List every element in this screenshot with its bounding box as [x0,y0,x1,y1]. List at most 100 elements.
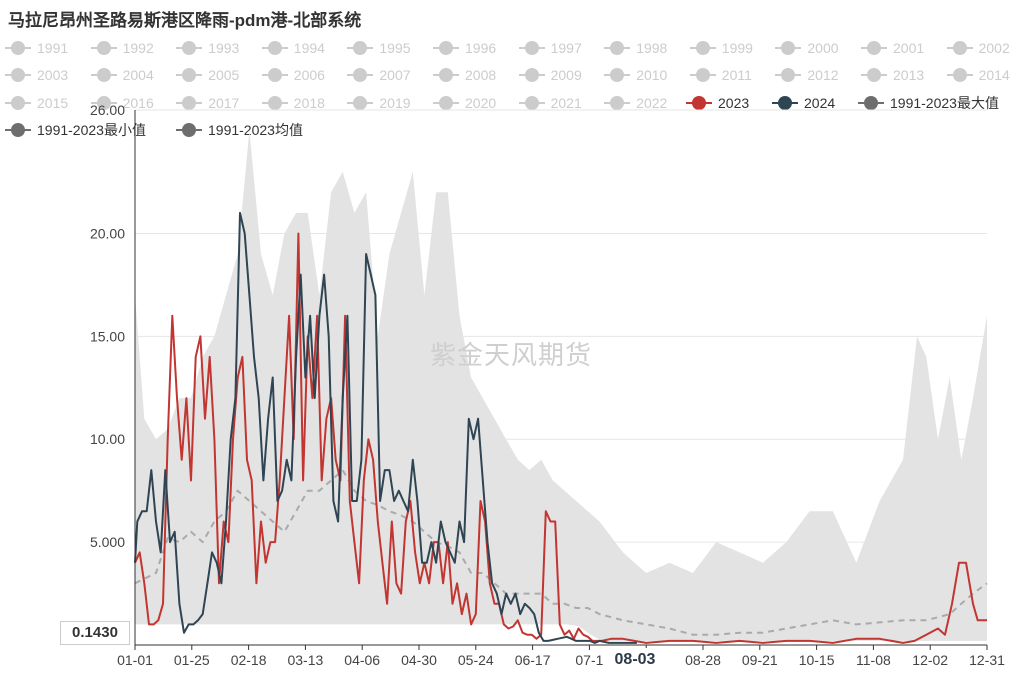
legend-item-1991-2023最小值[interactable]: 1991-2023最小值 [5,120,146,140]
legend-label: 2015 [37,95,69,111]
legend-label: 2009 [550,67,582,83]
legend-item-2012[interactable]: 2012 [775,65,839,85]
legend-item-2005[interactable]: 2005 [176,65,239,85]
legend-item-1994[interactable]: 1994 [261,38,325,58]
chart-title: 马拉尼昂州圣路易斯港区降雨-pdm港-北部系统 [8,11,362,30]
legend-item-2003[interactable]: 2003 [5,65,68,85]
legend-item-2009[interactable]: 2009 [518,65,582,85]
legend-label: 2002 [978,40,1010,56]
legend-label: 1995 [379,40,411,56]
legend-item-1993[interactable]: 1993 [176,38,239,58]
legend-symbol-icon [861,68,887,82]
legend-label: 2003 [37,67,69,83]
legend-symbol-icon [433,96,459,110]
x-tick-label: 09-21 [742,652,778,668]
legend-symbol-icon [686,96,712,110]
legend-label: 1994 [293,40,325,56]
legend-item-2022[interactable]: 2022 [604,93,667,113]
x-tick-label: 04-30 [401,652,437,668]
legend-label: 1991 [37,40,69,56]
legend-item-2013[interactable]: 2013 [861,65,924,85]
legend-item-2024[interactable]: 2024 [772,93,835,113]
x-tick-label: 05-24 [458,652,494,668]
legend-label: 2022 [636,95,668,111]
legend-item-1997[interactable]: 1997 [518,38,582,58]
legend-item-2011[interactable]: 2011 [689,65,752,85]
legend-symbol-icon [176,96,203,110]
x-tick-label: 03-13 [287,652,323,668]
legend-label: 2001 [893,40,925,56]
legend-item-2019[interactable]: 2019 [347,93,411,113]
legend-label: 2017 [208,95,240,111]
legend-item-2015[interactable]: 2015 [5,93,68,113]
legend-item-1992[interactable]: 1992 [90,38,154,58]
legend-label: 1991-2023均值 [208,122,303,138]
legend-label: 2020 [465,95,497,111]
legend-label: 2000 [807,40,839,56]
legend-symbol-icon [604,68,631,82]
legend-label: 2005 [208,67,240,83]
legend-item-2010[interactable]: 2010 [604,65,667,85]
x-tick-label: 12-02 [912,652,948,668]
legend-item-2014[interactable]: 2014 [946,65,1010,85]
legend-item-1991-2023最大值[interactable]: 1991-2023最大值 [858,93,999,113]
series-max-min-band [135,130,987,641]
legend-item-1999[interactable]: 1999 [689,38,753,58]
legend-symbol-icon [518,41,545,55]
legend-symbol-icon [946,41,973,55]
legend-item-2006[interactable]: 2006 [261,65,325,85]
legend-item-2020[interactable]: 2020 [433,93,496,113]
legend-label: 1992 [122,40,154,56]
legend-label: 2016 [122,95,154,111]
legend-item-2021[interactable]: 2021 [518,93,582,113]
legend-item-2016[interactable]: 2016 [90,93,154,113]
legend-label: 2010 [636,67,668,83]
x-tick-label: 08-28 [685,652,721,668]
legend-item-1996[interactable]: 1996 [433,38,496,58]
legend-item-2008[interactable]: 2008 [433,65,496,85]
legend-symbol-icon [90,41,117,55]
legend-label: 2012 [807,67,839,83]
legend-symbol-icon [176,68,203,82]
legend-symbol-icon [347,41,374,55]
legend-item-1991-2023均值[interactable]: 1991-2023均值 [176,120,303,140]
legend-symbol-icon [775,68,802,82]
series-line-2024 [134,211,637,644]
y-tick-label: 10.00 [90,431,125,447]
legend-symbol-icon [176,123,202,137]
legend-label: 2018 [293,95,325,111]
legend-symbol-icon [689,68,716,82]
legend-label: 1998 [636,40,668,56]
legend-symbol-icon [433,41,459,55]
watermark: 紫金天风期货 [430,340,593,370]
legend-label: 1997 [550,40,582,56]
legend-label: 1991-2023最大值 [890,95,999,111]
legend-item-2023[interactable]: 2023 [686,93,749,113]
legend-label: 2006 [293,67,325,83]
legend-label: 2008 [465,67,497,83]
legend-item-2018[interactable]: 2018 [261,93,325,113]
x-tick-label: 04-06 [344,652,380,668]
legend-symbol-icon [176,41,203,55]
legend-item-2002[interactable]: 2002 [946,38,1010,58]
legend-symbol-icon [604,41,631,55]
legend-item-1998[interactable]: 1998 [604,38,667,58]
y-tick-label: 20.00 [90,225,125,241]
legend-symbol-icon [90,96,117,110]
legend-item-2000[interactable]: 2000 [775,38,839,58]
legend-symbol-icon [858,96,884,110]
legend-label: 1991-2023最小值 [37,122,146,138]
legend-item-2017[interactable]: 2017 [176,93,239,113]
legend-symbol-icon [90,68,117,82]
x-tick-label: 06-17 [515,652,551,668]
legend-item-2001[interactable]: 2001 [861,38,924,58]
x-tick-label: 11-08 [856,652,891,668]
legend-item-2004[interactable]: 2004 [90,65,154,85]
legend-item-2007[interactable]: 2007 [347,65,411,85]
y-tick-label: 5.000 [90,534,125,550]
legend-item-1995[interactable]: 1995 [347,38,411,58]
legend-item-1991[interactable]: 1991 [5,38,68,58]
legend-symbol-icon [5,41,31,55]
legend-symbol-icon [772,96,798,110]
series-line-2023 [134,232,987,644]
